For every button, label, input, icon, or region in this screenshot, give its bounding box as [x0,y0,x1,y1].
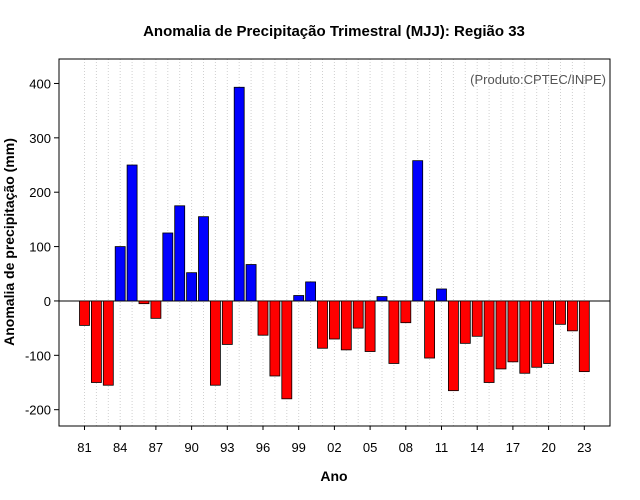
bar-11 [436,288,447,302]
x-tick-label: 14 [470,440,484,455]
x-tick-label: 84 [113,440,127,455]
product-credit: (Produto:CPTEC/INPE) [470,72,606,87]
bar-14 [471,300,483,337]
bar-04 [352,300,364,329]
y-tick-label: 100 [29,240,51,255]
y-tick-label: 200 [29,185,51,200]
bar-81 [79,300,90,326]
bar-90 [186,272,198,302]
y-tick-label: 400 [29,76,51,91]
bar-22 [567,300,578,332]
bar-02 [328,300,340,340]
bar-98 [281,300,293,400]
bar-21 [555,300,566,325]
bars-group [79,86,590,400]
x-tick-label: 90 [184,440,198,455]
bar-20 [543,300,554,364]
bar-07 [388,300,400,364]
bar-03 [340,300,352,351]
y-axis-label: Anomalia de precipitação (mm) [1,138,17,346]
bar-84 [114,246,126,302]
bar-85 [126,164,138,302]
chart-title: Anomalia de Precipitação Trimestral (MJJ… [143,23,525,40]
y-tick-label: 0 [44,294,51,309]
x-axis-label: Ano [320,468,347,484]
x-tick-label: 05 [363,440,377,455]
y-tick-label: 300 [29,131,51,146]
bar-09 [412,160,424,302]
bar-89 [174,205,186,302]
bar-06 [376,296,388,302]
bar-94 [233,86,245,302]
bar-95 [245,264,257,302]
bar-01 [317,300,328,349]
x-tick-label: 11 [435,440,449,455]
bar-92 [209,300,221,386]
x-tick-label: 96 [256,440,270,455]
bar-00 [305,281,317,302]
bar-83 [102,300,114,386]
bar-13 [459,300,471,344]
bar-12 [447,300,459,392]
bar-15 [483,300,495,383]
bar-23 [578,300,590,373]
bar-93 [221,300,233,345]
bar-88 [162,232,174,302]
bar-08 [400,300,412,324]
y-tick-label: -100 [25,348,51,363]
bar-97 [269,300,281,377]
bar-19 [531,300,543,368]
bar-96 [257,300,269,336]
x-tick-label: 17 [506,440,520,455]
bar-87 [150,300,162,319]
bar-05 [364,300,376,352]
vertical-gridlines [84,59,585,426]
x-tick-label: 99 [291,440,305,455]
x-tick-label: 93 [220,440,234,455]
bar-17 [507,300,519,363]
x-tick-label: 87 [149,440,163,455]
bar-18 [519,300,531,374]
x-tick-label: 02 [327,440,341,455]
y-tick-label: -200 [25,403,51,418]
x-tick-label: 23 [577,440,591,455]
x-tick-label: 08 [399,440,413,455]
bar-10 [424,300,436,359]
bar-16 [495,300,507,370]
x-tick-label: 20 [541,440,555,455]
bar-99 [293,295,305,302]
y-axis: -200 -100 0 100 200 300 400 [25,76,59,418]
bar-86 [138,300,150,305]
bar-82 [91,300,102,383]
bar-91 [198,216,209,302]
x-tick-label: 81 [77,440,91,455]
x-axis: 81 84 87 90 93 96 99 02 05 08 11 14 17 20 23 [77,426,592,455]
